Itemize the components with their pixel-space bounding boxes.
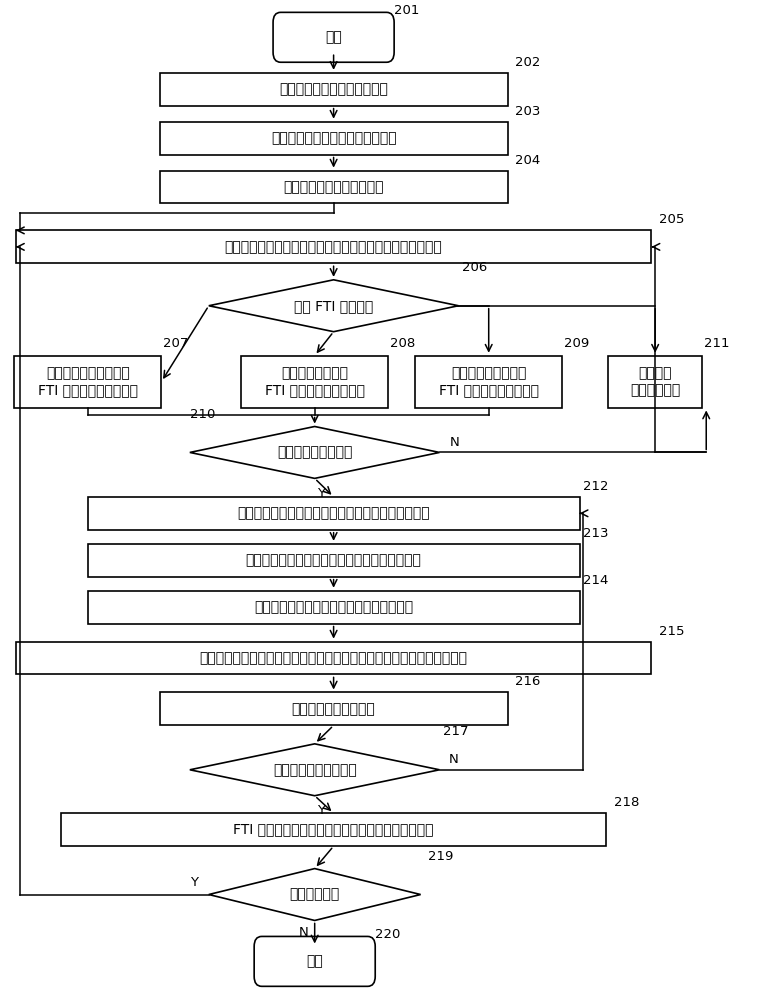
Text: 仿真计算结果传输给机载交联设备仿真系统: 仿真计算结果传输给机载交联设备仿真系统 [254, 600, 413, 614]
Text: 按当前构型运行飞行仿真系统，并采集舵面信号: 按当前构型运行飞行仿真系统，并采集舵面信号 [246, 553, 421, 567]
Bar [14, 356, 161, 408]
Text: 使用 FTI 检查状态: 使用 FTI 检查状态 [294, 299, 373, 313]
Polygon shape [208, 869, 421, 920]
Text: 使用电传飞行控制系统
FTI 读取机载状态及参数: 使用电传飞行控制系统 FTI 读取机载状态及参数 [38, 366, 138, 397]
FancyBboxPatch shape [273, 12, 394, 62]
Text: 机载飞行控制系统初始工作状态检: 机载飞行控制系统初始工作状态检 [271, 131, 396, 145]
Text: 212: 212 [584, 480, 609, 493]
Text: 机上飞行控制系统供电、供压: 机上飞行控制系统供电、供压 [279, 82, 388, 96]
Bar [415, 356, 562, 408]
Bar [160, 73, 508, 106]
Text: 205: 205 [659, 213, 684, 226]
Text: 201: 201 [394, 4, 419, 17]
Bar [160, 122, 508, 155]
Text: 结束: 结束 [306, 954, 323, 968]
Text: 开始: 开始 [325, 30, 342, 44]
Text: 206: 206 [462, 261, 487, 274]
Text: 检查调整
机载系统状态: 检查调整 机载系统状态 [630, 366, 680, 397]
Text: 220: 220 [375, 928, 400, 941]
Text: Y: Y [317, 487, 324, 500]
Text: N: N [449, 436, 459, 449]
Text: 202: 202 [515, 56, 540, 69]
Polygon shape [190, 744, 440, 796]
Polygon shape [208, 280, 459, 332]
Text: 203: 203 [515, 105, 540, 118]
Bar [61, 813, 606, 846]
Text: 操作设置机载系统状态: 操作设置机载系统状态 [292, 702, 375, 716]
Bar [16, 230, 651, 263]
Bar [88, 591, 580, 624]
Polygon shape [190, 426, 440, 478]
Text: 215: 215 [659, 625, 684, 638]
Text: 211: 211 [704, 337, 730, 350]
Text: 218: 218 [613, 796, 639, 809]
Text: 217: 217 [443, 725, 468, 738]
Text: 208: 208 [390, 337, 415, 350]
Bar [16, 642, 651, 674]
Text: Y: Y [190, 876, 198, 889]
Text: 210: 210 [190, 408, 215, 421]
Bar [241, 356, 388, 408]
Text: 使用高升力控制系统
FTI 读取机载状态及参数: 使用高升力控制系统 FTI 读取机载状态及参数 [439, 366, 539, 397]
Bar [88, 544, 580, 577]
Text: 209: 209 [565, 337, 590, 350]
Text: 按机载设备总线数据传输协议格式，生成参数传输给飞行控制系统计算机: 按机载设备总线数据传输协议格式，生成参数传输给飞行控制系统计算机 [199, 651, 468, 665]
Text: 213: 213 [584, 527, 609, 540]
Bar [160, 692, 508, 725]
Text: 地面测试仪器设备上电工作: 地面测试仪器设备上电工作 [283, 180, 384, 194]
Bar [88, 497, 580, 530]
Text: FTI 数据传输到试验数据处理单元进行数据存储处理: FTI 数据传输到试验数据处理单元进行数据存储处理 [233, 823, 434, 837]
FancyBboxPatch shape [254, 936, 375, 986]
Text: 试验继续否？: 试验继续否？ [290, 888, 340, 902]
Text: 207: 207 [164, 337, 189, 350]
Bar [160, 171, 508, 203]
Text: 216: 216 [515, 675, 540, 688]
Text: 机载系统状态正常？: 机载系统状态正常？ [277, 445, 352, 459]
Bar [608, 356, 703, 408]
Text: 改变指令参数、或反馈参数，远程控制试验测试设备: 改变指令参数、或反馈参数，远程控制试验测试设备 [237, 506, 430, 520]
Text: 当前状态测试完成否？: 当前状态测试完成否？ [273, 763, 356, 777]
Text: N: N [448, 753, 458, 766]
Text: 219: 219 [428, 850, 453, 863]
Text: 204: 204 [515, 154, 540, 167]
Text: Y: Y [317, 804, 324, 817]
Text: 设置构型状态等初始参数，使用综合控制管理系统远程控制: 设置构型状态等初始参数，使用综合控制管理系统远程控制 [224, 240, 443, 254]
Text: 使用自动控制系统
FTI 读取机载状态及参数: 使用自动控制系统 FTI 读取机载状态及参数 [265, 366, 365, 397]
Text: N: N [299, 926, 309, 939]
Text: 214: 214 [584, 574, 609, 587]
